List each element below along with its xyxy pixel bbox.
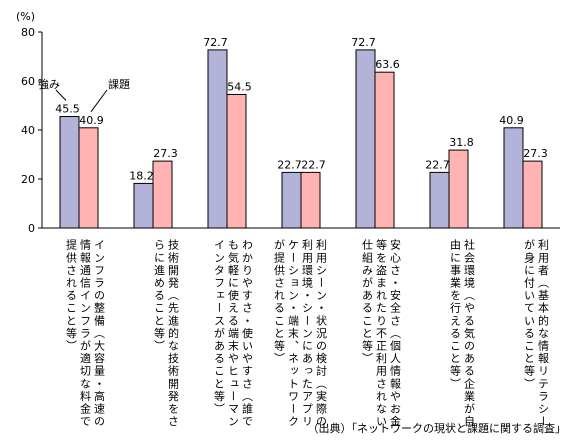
category-label: ケーション・端末、ネットワーク	[287, 239, 300, 428]
category-label: 利用シーン・状況の検討（実際の	[315, 239, 328, 428]
bar	[374, 71, 395, 229]
data-label: 27.3	[153, 147, 178, 160]
bar	[78, 127, 99, 229]
source-note: （出典）「ネットワークの現状と課題に関する調査」	[308, 421, 567, 435]
category-label: 提供されること等）	[65, 239, 78, 353]
legend-leader	[55, 89, 67, 101]
data-label: 72.7	[351, 36, 376, 49]
category-label: らに進めること等）	[153, 239, 166, 353]
bar	[133, 182, 154, 229]
bars	[59, 49, 543, 229]
data-label: 63.6	[375, 58, 400, 71]
category-label: が提供されること等）	[273, 239, 286, 365]
data-label: 31.8	[449, 136, 474, 149]
category-label: 技術開発（先進的な技術開発をさ	[167, 239, 180, 428]
bar	[448, 149, 469, 229]
category-label: わかりやすさ・使いやすさ（誰で	[241, 239, 254, 428]
legend-leader	[90, 89, 108, 113]
data-label: 22.7	[277, 158, 302, 171]
category-label: 社会環境（やる気のある企業が自	[463, 238, 476, 428]
data-label: 22.7	[425, 158, 450, 171]
y-axis: 0 20 40 60 80	[21, 26, 560, 235]
y-tick-label: 0	[28, 222, 35, 235]
bar	[503, 127, 524, 229]
data-label: 22.7	[301, 158, 326, 171]
legend-label: 強み	[38, 78, 60, 91]
data-label: 45.5	[55, 103, 80, 116]
bar	[226, 93, 247, 229]
bar	[300, 171, 321, 229]
category-label: が身に付いていること等）	[523, 239, 536, 391]
y-unit-label: (%)	[16, 10, 35, 23]
data-label: 27.3	[523, 147, 548, 160]
data-label: 72.7	[203, 36, 228, 49]
data-label: 54.5	[227, 80, 252, 93]
category-label: 安心さ・安全さ（個人情報やお金	[389, 238, 402, 428]
category-label: も気軽に使える端末やヒューマン	[227, 239, 240, 428]
bar	[522, 160, 543, 229]
bar	[429, 171, 450, 229]
y-tick-label: 60	[21, 75, 35, 88]
data-labels: 45.540.918.227.372.754.522.7 22.772.763.6…	[55, 36, 548, 183]
category-label: 由に事業を行えること等）	[449, 238, 462, 391]
bar	[355, 49, 376, 229]
data-label: 40.9	[79, 114, 104, 127]
data-label: 40.9	[499, 114, 524, 127]
y-tick-label: 40	[21, 124, 35, 137]
category-label: 仕組みがあること等）	[361, 239, 374, 365]
category-label: インタフェースがあること等）	[213, 239, 226, 415]
bar	[281, 171, 302, 229]
y-tick-label: 20	[21, 173, 35, 186]
category-label: 情報通信インフラが適切な料金で	[79, 239, 92, 428]
bar	[59, 116, 80, 229]
bar	[152, 160, 173, 229]
y-tick-label: 80	[21, 26, 35, 39]
bar	[207, 49, 228, 229]
category-label: 利用者（基本的な情報リテラシー	[537, 239, 550, 428]
category-label: インフラの整備（大容量・高速の	[93, 239, 106, 428]
legend-label: 課題	[108, 77, 130, 91]
category-label: 等を盗まれたり不正利用されない	[375, 238, 388, 428]
data-label: 18.2	[129, 169, 154, 182]
legend: 強み 課題	[38, 77, 130, 113]
category-label: 利用環境・シーンにあったアプリ	[301, 239, 314, 428]
